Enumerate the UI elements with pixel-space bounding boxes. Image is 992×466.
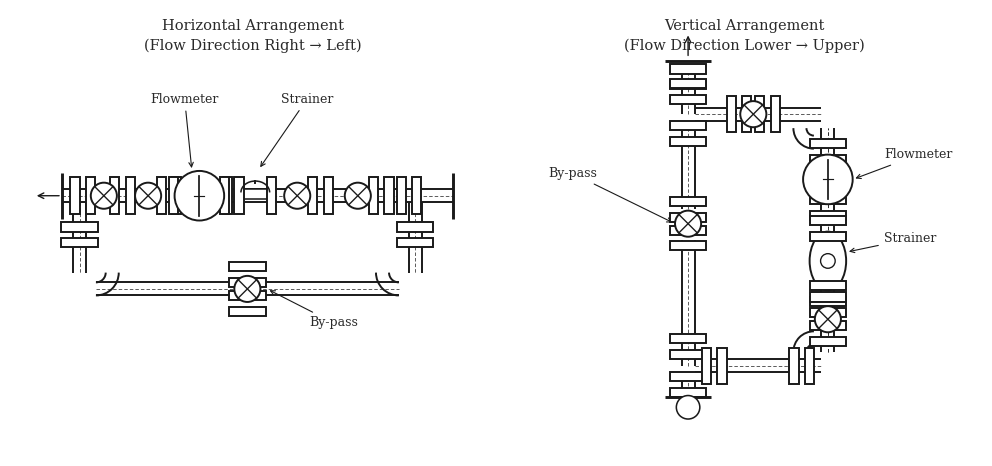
Bar <box>790 348 799 384</box>
Bar <box>726 96 736 132</box>
Circle shape <box>135 183 161 209</box>
Bar <box>86 178 95 214</box>
Text: By-pass: By-pass <box>271 291 358 329</box>
Bar <box>670 197 706 206</box>
Bar <box>742 96 751 132</box>
Bar <box>670 226 706 235</box>
Bar <box>809 308 846 317</box>
Bar <box>229 262 266 271</box>
Bar <box>809 337 846 346</box>
Bar <box>220 178 229 214</box>
Bar <box>755 96 765 132</box>
Bar <box>126 178 135 214</box>
Bar <box>241 189 270 199</box>
Circle shape <box>234 276 261 302</box>
Circle shape <box>814 306 841 332</box>
Text: Vertical Arrangement
(Flow Direction Lower → Upper): Vertical Arrangement (Flow Direction Low… <box>624 19 864 53</box>
Bar <box>369 178 378 214</box>
Circle shape <box>677 396 699 419</box>
Circle shape <box>91 183 117 209</box>
Bar <box>809 216 846 225</box>
Bar <box>809 293 846 302</box>
Bar <box>670 137 706 146</box>
Bar <box>267 178 276 214</box>
Circle shape <box>175 171 224 220</box>
Bar <box>809 281 846 290</box>
Bar <box>670 121 706 130</box>
Bar <box>809 297 846 306</box>
Bar <box>670 372 706 381</box>
Ellipse shape <box>809 232 846 290</box>
Circle shape <box>675 211 701 237</box>
Bar <box>809 195 846 204</box>
Bar <box>701 348 711 384</box>
Bar <box>806 348 814 384</box>
Bar <box>173 178 182 214</box>
Bar <box>670 350 706 359</box>
Circle shape <box>284 183 310 209</box>
Bar <box>234 178 244 214</box>
Text: Flowmeter: Flowmeter <box>856 149 952 178</box>
Bar <box>62 222 98 232</box>
Bar <box>670 79 706 88</box>
Text: Strainer: Strainer <box>850 233 936 253</box>
Bar <box>157 178 166 214</box>
Bar <box>323 178 333 214</box>
Bar <box>809 321 846 330</box>
Bar <box>809 155 846 164</box>
Circle shape <box>345 183 371 209</box>
Bar <box>670 95 706 104</box>
Text: By-pass: By-pass <box>549 167 672 222</box>
Bar <box>670 388 706 397</box>
Bar <box>809 232 846 241</box>
Bar <box>223 178 232 214</box>
Text: Flowmeter: Flowmeter <box>151 93 219 167</box>
Bar <box>670 212 706 222</box>
Bar <box>229 278 266 287</box>
Bar <box>309 178 317 214</box>
Bar <box>670 80 706 89</box>
Bar <box>70 178 79 214</box>
Bar <box>717 348 726 384</box>
Bar <box>229 307 266 315</box>
Bar <box>397 238 434 247</box>
Text: Horizontal Arrangement
(Flow Direction Right → Left): Horizontal Arrangement (Flow Direction R… <box>144 19 362 53</box>
Bar <box>62 238 98 247</box>
Circle shape <box>740 101 767 127</box>
Bar <box>397 178 406 214</box>
Bar <box>384 178 394 214</box>
Bar <box>670 241 706 250</box>
Circle shape <box>804 155 853 204</box>
Bar <box>670 334 706 343</box>
Bar <box>670 64 706 74</box>
Bar <box>110 178 119 214</box>
Bar <box>809 139 846 148</box>
Bar <box>170 178 179 214</box>
Bar <box>397 222 434 232</box>
Circle shape <box>820 254 835 268</box>
Bar <box>809 211 846 220</box>
Bar <box>413 178 422 214</box>
Bar <box>771 96 780 132</box>
Text: Strainer: Strainer <box>261 93 333 166</box>
Bar <box>229 291 266 300</box>
